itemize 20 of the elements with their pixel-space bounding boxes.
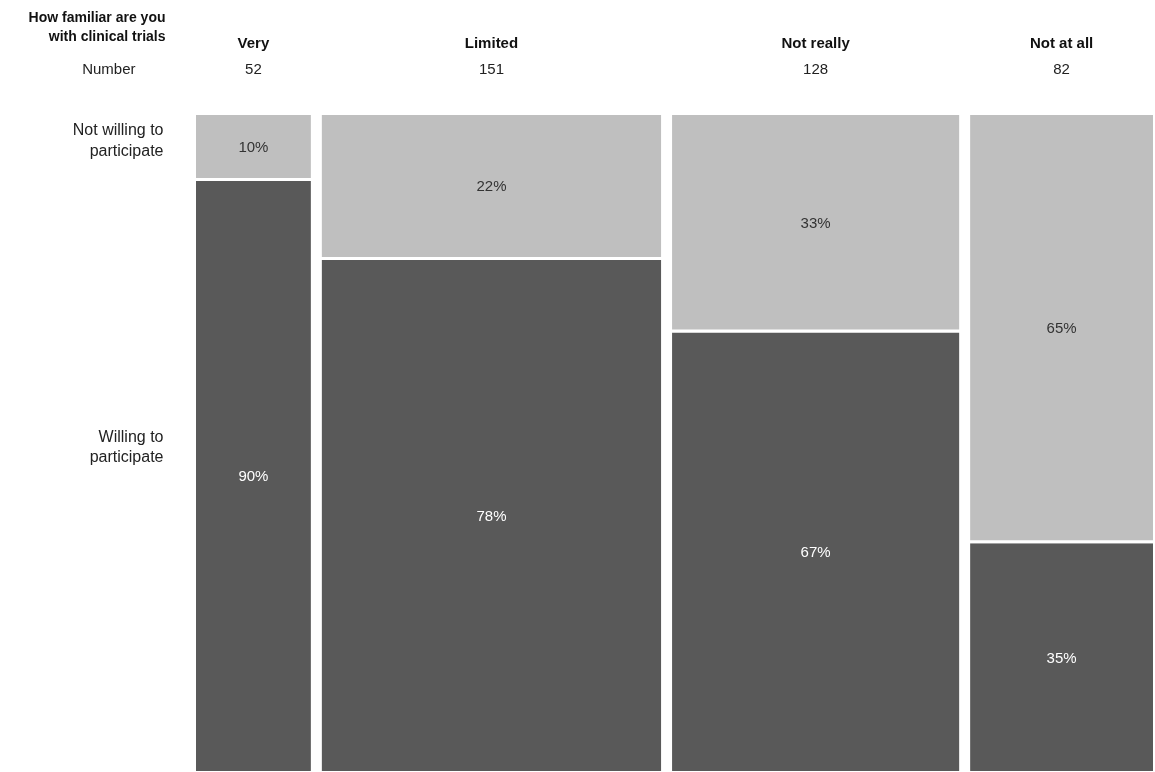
- text: 52: [245, 59, 262, 77]
- x-tick-label: Limited: [464, 34, 519, 51]
- series-label: Not willing to participate: [72, 121, 164, 159]
- chart-title: How familiar are you with clinical trials: [28, 8, 166, 44]
- x-tick-label: Not really: [781, 34, 851, 51]
- data-label: 10%: [238, 137, 269, 155]
- series-label: Willing to participate: [89, 427, 164, 465]
- x-tick-label: Very: [237, 34, 270, 51]
- text: Number: [82, 60, 136, 77]
- data-label: 22%: [476, 177, 507, 195]
- text: 82: [1053, 59, 1070, 77]
- data-label: 35%: [1046, 648, 1077, 666]
- x-tick-label: Not at all: [1029, 34, 1094, 51]
- data-label: 65%: [1046, 319, 1077, 337]
- text: 151: [478, 59, 504, 77]
- data-label: 67%: [800, 543, 831, 561]
- data-label: 78%: [476, 506, 507, 524]
- text: 128: [803, 59, 829, 77]
- data-label: 90%: [238, 467, 269, 485]
- data-label: 33%: [800, 213, 831, 231]
